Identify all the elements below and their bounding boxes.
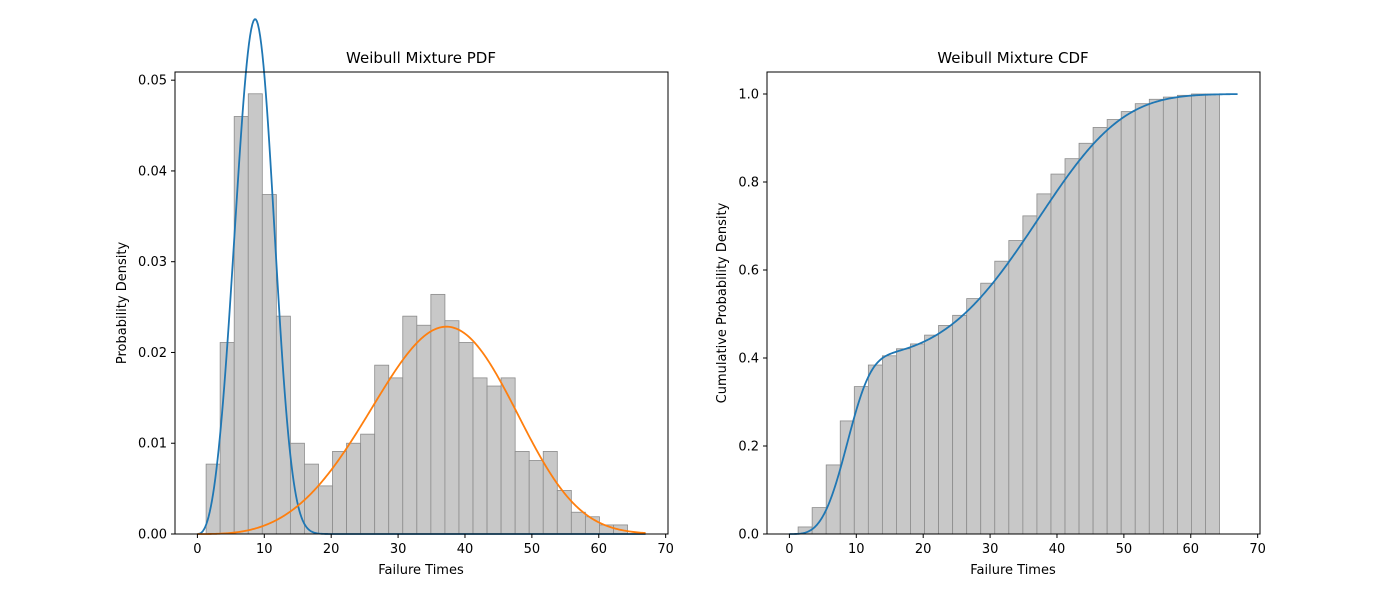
pdf-x-tick-label: 60: [590, 542, 607, 557]
pdf-x-tick-label: 50: [524, 542, 541, 557]
cdf-histogram-bar: [1064, 158, 1080, 535]
cdf-x-tick-label: 20: [915, 542, 932, 557]
pdf-histogram-bar: [472, 377, 488, 535]
pdf-histogram-bar: [332, 450, 347, 535]
cdf-histogram-bar: [924, 334, 939, 535]
cdf-histogram-bar: [1022, 215, 1038, 535]
pdf-histogram-bar: [318, 485, 333, 535]
cdf-y-tick-label: 0.0: [738, 528, 759, 543]
cdf-histogram-bar: [1050, 173, 1066, 535]
cdf-y-tick-label: 0.4: [738, 352, 759, 367]
cdf-x-tick-label: 0: [785, 542, 793, 557]
cdf-y-tick-label: 1.0: [738, 88, 759, 103]
cdf-histogram-bar: [1205, 93, 1220, 535]
pdf-y-axis-label: Probability Density: [115, 242, 130, 365]
pdf-x-axis-label: Failure Times: [378, 563, 464, 578]
cdf-x-axis-label: Failure Times: [970, 563, 1056, 578]
pdf-plot-area: [197, 18, 646, 535]
pdf-x-tick-label: 20: [323, 542, 340, 557]
pdf-panel: Weibull Mixture PDF Failure Times Probab…: [115, 18, 674, 578]
pdf-y-tick-label: 0.03: [138, 255, 167, 270]
cdf-x-tick-label: 10: [848, 542, 865, 557]
cdf-histogram-bar: [1148, 98, 1164, 535]
cdf-histogram-bar: [1078, 142, 1094, 535]
cdf-histogram-bar: [1134, 103, 1150, 535]
pdf-x-tick-label: 40: [457, 542, 474, 557]
pdf-axes-frame: [174, 71, 669, 535]
pdf-x-tick-label: 10: [256, 542, 273, 557]
pdf-histogram-bar: [388, 377, 404, 535]
pdf-curve-2: [197, 325, 646, 535]
cdf-axes-frame: [766, 71, 1261, 535]
cdf-histogram-bar: [1191, 93, 1206, 535]
cdf-histogram-bar: [952, 314, 968, 535]
cdf-histogram-bar: [1162, 96, 1178, 535]
cdf-x-tick-label: 40: [1049, 542, 1066, 557]
cdf-histogram-bar: [867, 364, 883, 535]
cdf-y-tick-label: 0.8: [738, 176, 759, 191]
pdf-histogram-bar: [458, 342, 474, 535]
pdf-y-tick-label: 0.04: [138, 164, 167, 179]
cdf-histogram-bar: [966, 298, 982, 535]
pdf-x-tick-label: 30: [390, 542, 407, 557]
cdf-histogram-bar: [910, 343, 925, 535]
pdf-title: Weibull Mixture PDF: [346, 49, 496, 67]
pdf-histogram-bar: [486, 385, 502, 535]
cdf-y-tick-label: 0.2: [738, 440, 759, 455]
pdf-histogram-bar: [416, 324, 432, 535]
cdf-histogram-bar: [980, 282, 996, 535]
pdf-y-tick-label: 0.05: [138, 74, 167, 89]
cdf-histogram-bar: [1106, 119, 1122, 535]
cdf-x-tick-label: 70: [1249, 542, 1266, 557]
pdf-x-tick-label: 70: [657, 542, 674, 557]
cdf-histogram-bar: [938, 325, 954, 535]
pdf-histogram-bar: [556, 490, 572, 535]
cdf-panel: Weibull Mixture CDF Failure Times Cumula…: [715, 49, 1266, 578]
cdf-x-tick-label: 60: [1182, 542, 1199, 557]
pdf-histogram-bar: [360, 433, 376, 535]
cdf-histogram-bar: [1120, 111, 1136, 535]
pdf-histogram-bar: [514, 450, 530, 535]
pdf-histogram-bar: [247, 93, 263, 535]
pdf-histogram-bar: [570, 511, 586, 535]
cdf-x-tick-label: 30: [982, 542, 999, 557]
pdf-y-tick-label: 0.02: [138, 346, 167, 361]
pdf-histogram-bar: [402, 315, 418, 535]
pdf-histogram-bar: [346, 442, 362, 535]
cdf-y-axis-label: Cumulative Probability Density: [715, 202, 730, 403]
pdf-histogram-bar: [219, 342, 235, 535]
cdf-histogram-bar: [1036, 193, 1052, 535]
pdf-histogram-bar: [500, 377, 516, 535]
cdf-histogram-bar: [994, 260, 1010, 535]
cdf-histogram-bar: [1008, 240, 1024, 535]
pdf-y-tick-label: 0.01: [138, 437, 167, 452]
cdf-x-tick-label: 50: [1116, 542, 1133, 557]
pdf-x-tick-label: 0: [193, 542, 201, 557]
cdf-curve-1: [789, 93, 1238, 535]
cdf-y-tick-label: 0.6: [738, 264, 759, 279]
cdf-title: Weibull Mixture CDF: [937, 49, 1088, 67]
pdf-histogram-bar: [233, 116, 249, 535]
pdf-y-tick-label: 0.00: [138, 528, 167, 543]
pdf-histogram-bar: [528, 460, 544, 535]
cdf-histogram-bar: [839, 420, 855, 535]
cdf-histogram-bar: [881, 355, 897, 535]
pdf-histogram-bar: [444, 320, 460, 535]
cdf-histogram-bar: [896, 348, 911, 535]
cdf-plot-area: [789, 93, 1238, 535]
pdf-histogram-bar: [261, 194, 277, 535]
cdf-histogram-bar: [1092, 127, 1108, 535]
cdf-histogram-bar: [1176, 94, 1192, 535]
